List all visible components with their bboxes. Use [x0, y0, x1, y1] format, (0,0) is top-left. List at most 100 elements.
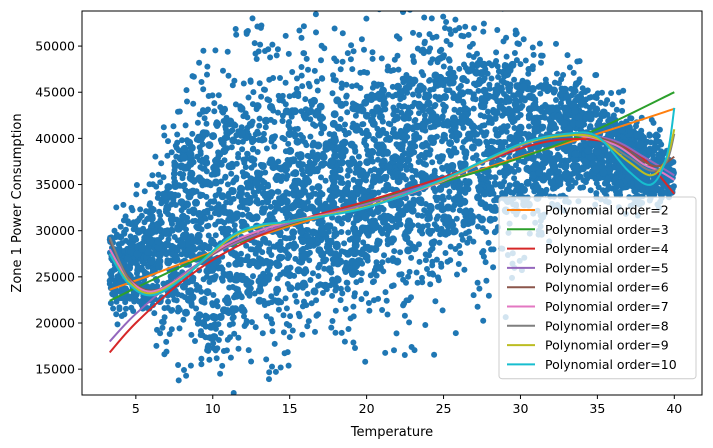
scatter-point: [493, 130, 502, 139]
scatter-point: [252, 324, 259, 331]
scatter-point: [343, 279, 350, 286]
scatter-point: [382, 289, 389, 296]
scatter-point: [225, 162, 234, 171]
scatter-point: [515, 166, 522, 173]
scatter-point: [652, 132, 658, 139]
scatter-point: [121, 260, 128, 267]
scatter-point: [424, 91, 433, 100]
scatter-point: [379, 157, 388, 166]
scatter-point: [192, 217, 199, 224]
scatter-point: [433, 224, 440, 230]
scatter-point: [248, 358, 255, 365]
scatter-point: [488, 205, 497, 214]
scatter-point: [525, 70, 532, 77]
scatter-point: [432, 298, 439, 305]
scatter-point: [496, 102, 505, 111]
scatter-point: [342, 121, 348, 128]
scatter-point: [238, 275, 247, 284]
scatter-point: [486, 215, 495, 224]
scatter-point: [247, 246, 254, 253]
scatter-point: [418, 170, 427, 179]
scatter-point: [232, 101, 239, 108]
scatter-point: [230, 250, 239, 259]
scatter-point: [405, 217, 413, 226]
scatter-point: [541, 114, 548, 121]
scatter-point: [326, 131, 333, 137]
scatter-point: [516, 123, 525, 132]
scatter-point: [144, 247, 153, 256]
scatter-point: [239, 218, 248, 227]
scatter-point: [298, 34, 305, 41]
scatter-point: [135, 264, 144, 273]
scatter-point: [160, 319, 167, 326]
legend-entry-label: Polynomial order=3: [545, 222, 669, 237]
scatter-point: [393, 257, 402, 266]
scatter-point: [455, 85, 462, 92]
scatter-point: [224, 271, 233, 280]
scatter-point: [175, 377, 182, 384]
scatter-point: [273, 172, 282, 181]
scatter-point: [403, 279, 409, 286]
scatter-point: [154, 237, 163, 246]
scatter-point: [364, 93, 373, 102]
scatter-point: [511, 175, 518, 182]
scatter-point: [253, 56, 260, 62]
scatter-point: [163, 251, 170, 258]
scatter-point: [179, 221, 187, 229]
scatter-point: [445, 194, 452, 200]
scatter-point: [307, 116, 314, 123]
scatter-point: [333, 58, 340, 65]
scatter-point: [350, 48, 357, 55]
scatter-point: [661, 150, 668, 157]
scatter-point: [291, 169, 300, 178]
scatter-point: [269, 328, 276, 335]
scatter-point: [175, 147, 182, 154]
scatter-point: [418, 69, 425, 76]
scatter-point: [251, 40, 258, 47]
scatter-point: [257, 24, 264, 31]
scatter-point: [503, 34, 510, 41]
scatter-point: [301, 50, 308, 57]
scatter-point: [285, 50, 292, 57]
scatter-point: [229, 136, 238, 145]
scatter-point: [477, 173, 486, 182]
scatter-point: [411, 347, 418, 354]
scatter-point: [220, 348, 227, 354]
scatter-point: [287, 313, 294, 320]
scatter-point: [318, 174, 324, 181]
y-tick-label: 35000: [35, 177, 75, 192]
scatter-point: [396, 35, 403, 42]
scatter-point: [670, 159, 677, 165]
scatter-point: [343, 93, 350, 100]
scatter-point: [468, 122, 477, 131]
scatter-point: [116, 244, 123, 251]
scatter-point: [332, 257, 341, 266]
scatter-point: [407, 11, 413, 13]
scatter-point: [330, 110, 339, 119]
scatter-point: [319, 290, 326, 296]
scatter-point: [245, 347, 252, 354]
scatter-point: [634, 181, 643, 190]
scatter-point: [120, 201, 127, 208]
scatter-point: [301, 298, 307, 305]
scatter-point: [384, 231, 391, 238]
scatter-point: [175, 108, 181, 115]
scatter-point: [401, 312, 408, 319]
scatter-point: [239, 146, 246, 153]
scatter-point: [282, 107, 291, 116]
scatter-point: [627, 115, 634, 122]
scatter-point: [181, 367, 187, 373]
scatter-point: [448, 78, 457, 87]
scatter-point: [599, 108, 608, 117]
scatter-point: [333, 96, 342, 105]
scatter-point: [619, 98, 626, 105]
scatter-point: [478, 96, 487, 105]
scatter-point: [514, 40, 521, 47]
scatter-point: [170, 123, 177, 130]
scatter-point: [141, 188, 148, 195]
scatter-point: [446, 26, 453, 33]
scatter-point: [268, 134, 277, 143]
scatter-point: [511, 125, 518, 131]
scatter-point: [537, 123, 546, 132]
scatter-point: [353, 279, 360, 286]
